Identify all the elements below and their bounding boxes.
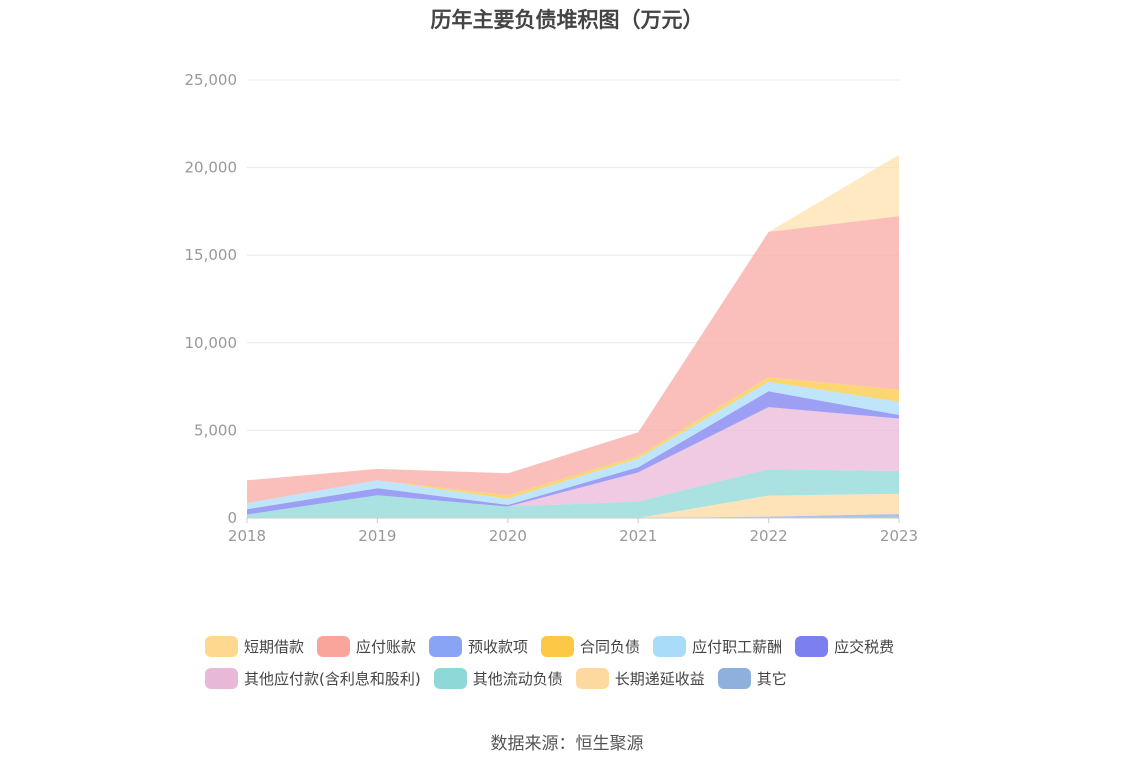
- x-tick-label: 2022: [750, 527, 788, 545]
- chart-title: 历年主要负债堆积图（万元）: [430, 8, 704, 32]
- legend-label: 短期借款: [244, 637, 305, 656]
- legend-row: 其他应付款(含利息和股利) 其他流动负债 长期递延收益 其它: [205, 662, 965, 694]
- source-note: 数据来源：恒生聚源: [490, 734, 644, 754]
- area-series-应付账款: [247, 216, 899, 504]
- legend-item[interactable]: 预收款项: [429, 635, 529, 657]
- y-tick-label: 25,000: [185, 71, 238, 89]
- y-tick-label: 20,000: [185, 159, 238, 177]
- legend-swatch: [317, 635, 351, 657]
- area-series-其他流动负债: [247, 469, 899, 518]
- x-tick-label: 2023: [880, 527, 918, 545]
- legend-swatch: [429, 635, 463, 657]
- legend-label: 预收款项: [468, 637, 529, 656]
- legend-item[interactable]: 应交税费: [795, 635, 895, 657]
- legend-label: 应交税费: [834, 637, 895, 656]
- legend-swatch: [205, 635, 238, 657]
- legend-item[interactable]: 应付职工薪酬: [653, 635, 783, 657]
- legend-item[interactable]: 合同负债: [541, 635, 641, 657]
- legend-swatch: [717, 667, 751, 689]
- legend-item[interactable]: 应付账款: [317, 635, 417, 657]
- legend: 短期借款 应付账款 预收款项 合同负债 应付职工薪酬 应交税费 其他应付款(含利息和股利)…: [205, 630, 965, 694]
- area-series-其它: [247, 514, 899, 518]
- legend-item[interactable]: 长期递延收益: [575, 667, 705, 689]
- area-series-应付职工薪酬: [247, 381, 899, 510]
- grid-lines: 0 5,000 10,000 15,000 20,000 25,000: [185, 71, 899, 527]
- legend-label: 其它: [756, 669, 787, 688]
- x-tick-label: 2019: [358, 527, 396, 545]
- y-tick-label: 5,000: [194, 421, 237, 439]
- y-tick-label: 15,000: [185, 246, 238, 264]
- x-tick-label: 2020: [489, 527, 527, 545]
- legend-swatch: [575, 667, 609, 689]
- legend-swatch: [795, 635, 829, 657]
- legend-label: 长期递延收益: [614, 669, 705, 688]
- legend-label: 合同负债: [580, 637, 641, 656]
- axes: 2018 2019 2020 2021 2022 2023: [228, 517, 918, 545]
- legend-item[interactable]: 其它: [717, 667, 787, 689]
- legend-swatch: [205, 667, 238, 689]
- x-tick-label: 2021: [619, 527, 657, 545]
- legend-item[interactable]: 短期借款: [205, 635, 305, 657]
- area-series-合同负债: [247, 377, 899, 504]
- legend-label: 其他流动负债: [472, 669, 563, 688]
- y-tick-label: 0: [227, 509, 237, 527]
- area-series-应交税费: [247, 391, 899, 515]
- area-series-长期递延收益: [247, 493, 899, 518]
- x-tick-label: 2018: [228, 527, 266, 545]
- legend-label: 其他应付款(含利息和股利): [244, 669, 421, 688]
- legend-swatch: [541, 635, 575, 657]
- legend-row: 短期借款 应付账款 预收款项 合同负债 应付职工薪酬 应交税费: [205, 630, 965, 662]
- y-tick-label: 10,000: [185, 334, 238, 352]
- legend-label: 应付职工薪酬: [692, 637, 783, 656]
- legend-label: 应付账款: [356, 637, 417, 656]
- legend-item[interactable]: 其他流动负债: [433, 667, 563, 689]
- legend-swatch: [653, 635, 687, 657]
- legend-item[interactable]: 其他应付款(含利息和股利): [205, 667, 421, 689]
- area-series-其他应付款(含利息和股利): [247, 407, 899, 515]
- stacked-areas: [247, 154, 899, 518]
- legend-swatch: [433, 667, 467, 689]
